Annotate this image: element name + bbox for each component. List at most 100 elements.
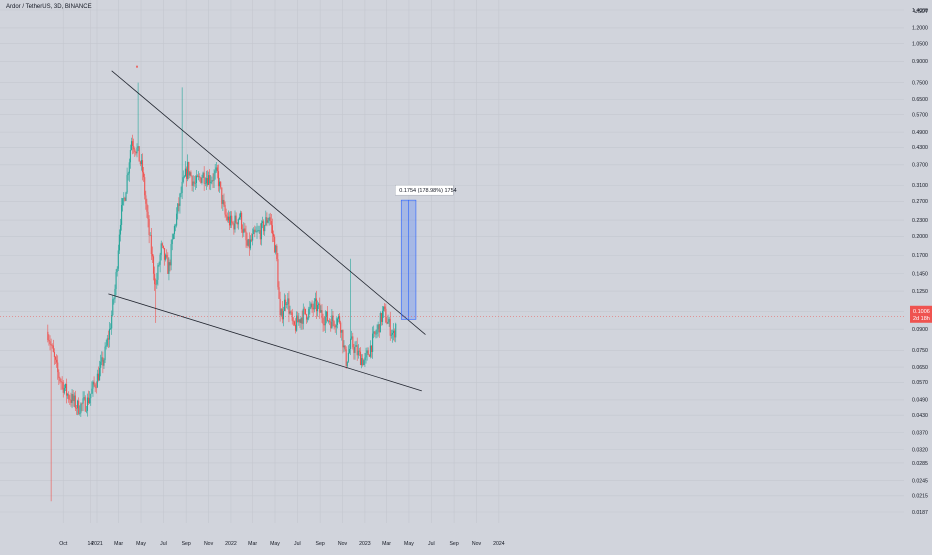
price-tick-label: 1.2000 xyxy=(912,26,928,32)
candle-body xyxy=(182,177,184,182)
candle xyxy=(97,366,100,382)
candle-body xyxy=(359,351,362,366)
candle xyxy=(254,225,256,238)
trendline-upper-resistance[interactable] xyxy=(111,70,426,335)
price-tick-label: 0.2300 xyxy=(912,218,928,224)
candle-body xyxy=(392,330,395,334)
candle xyxy=(323,316,325,331)
candle xyxy=(236,222,238,229)
candle-body xyxy=(265,217,267,226)
candle-body xyxy=(225,214,227,217)
candle-body xyxy=(299,319,301,323)
candle-body xyxy=(132,141,134,146)
candle-body xyxy=(309,306,311,309)
candles xyxy=(47,82,397,502)
candle-body xyxy=(381,310,384,322)
candle xyxy=(282,306,284,327)
candle-body xyxy=(246,240,248,246)
candle xyxy=(248,232,250,256)
candle-body xyxy=(247,239,249,246)
candle xyxy=(147,205,149,228)
candle xyxy=(157,263,159,286)
candle xyxy=(85,405,87,414)
candle xyxy=(228,211,231,230)
candle-body xyxy=(150,235,152,255)
candle-body xyxy=(204,183,206,184)
candle xyxy=(297,311,299,323)
last-price-countdown: 2d 18h xyxy=(913,316,930,322)
candle xyxy=(159,252,161,273)
candle-body xyxy=(313,301,315,310)
candle xyxy=(386,317,388,325)
time-axis[interactable] xyxy=(0,523,932,550)
candle xyxy=(133,138,135,154)
time-tick-label: Nov xyxy=(204,541,214,547)
candle-body xyxy=(48,339,50,342)
candle xyxy=(321,304,323,323)
candle-body xyxy=(203,172,205,184)
candle-body xyxy=(148,218,150,236)
candle xyxy=(65,378,68,404)
candle-body xyxy=(166,254,168,258)
candle-body xyxy=(52,345,54,352)
candle-body xyxy=(341,330,343,333)
candle-body xyxy=(53,351,55,358)
candle xyxy=(304,308,307,316)
candle xyxy=(237,218,239,230)
candle-body xyxy=(192,181,194,186)
candle xyxy=(258,225,260,234)
candle xyxy=(354,341,356,360)
candle-body xyxy=(234,215,236,230)
trendline-lower-support[interactable] xyxy=(108,293,422,392)
candle xyxy=(121,197,123,231)
candle-body xyxy=(374,331,376,335)
candle-body xyxy=(106,338,108,346)
candle xyxy=(48,334,50,346)
time-tick-label: Mar xyxy=(248,541,257,547)
candle-body xyxy=(343,345,345,348)
candle xyxy=(281,301,283,324)
candle xyxy=(389,311,391,341)
candle xyxy=(70,392,72,407)
candle xyxy=(183,175,185,179)
candle xyxy=(96,369,98,388)
candle-body xyxy=(296,315,298,331)
candle-body xyxy=(275,245,277,253)
candle xyxy=(232,221,234,226)
candle-body xyxy=(328,320,330,322)
candle-body xyxy=(185,168,188,179)
candle-body xyxy=(292,320,294,322)
candle-body xyxy=(238,217,240,220)
candle-body xyxy=(184,168,186,177)
candle xyxy=(185,166,188,187)
candle xyxy=(92,380,94,397)
candle xyxy=(102,351,104,374)
candle-body xyxy=(351,336,353,339)
candle xyxy=(243,222,245,237)
candle-body xyxy=(357,350,359,356)
candle-body xyxy=(118,234,120,251)
candle xyxy=(370,345,373,358)
candle-body xyxy=(369,345,371,357)
candle xyxy=(377,321,379,337)
candle-body xyxy=(212,180,214,181)
time-tick-label: Sep xyxy=(316,541,325,547)
candle xyxy=(84,395,86,412)
candle xyxy=(219,177,221,193)
candle-body xyxy=(391,333,393,335)
candle-body xyxy=(239,212,242,218)
price-tick-label: 0.2000 xyxy=(912,234,928,240)
candle-body xyxy=(220,181,222,188)
candle xyxy=(100,354,102,377)
price-axis[interactable] xyxy=(904,0,932,550)
price-range-label-bg xyxy=(395,184,454,196)
candle-body xyxy=(195,175,198,183)
candle xyxy=(361,354,363,369)
candle-body xyxy=(289,311,291,314)
candle-body xyxy=(122,198,124,206)
candle xyxy=(144,173,146,200)
candle xyxy=(220,181,222,190)
symbol-title: Ardor / TetherUS, 3D, BINANCE xyxy=(6,4,92,10)
candle xyxy=(275,244,277,255)
